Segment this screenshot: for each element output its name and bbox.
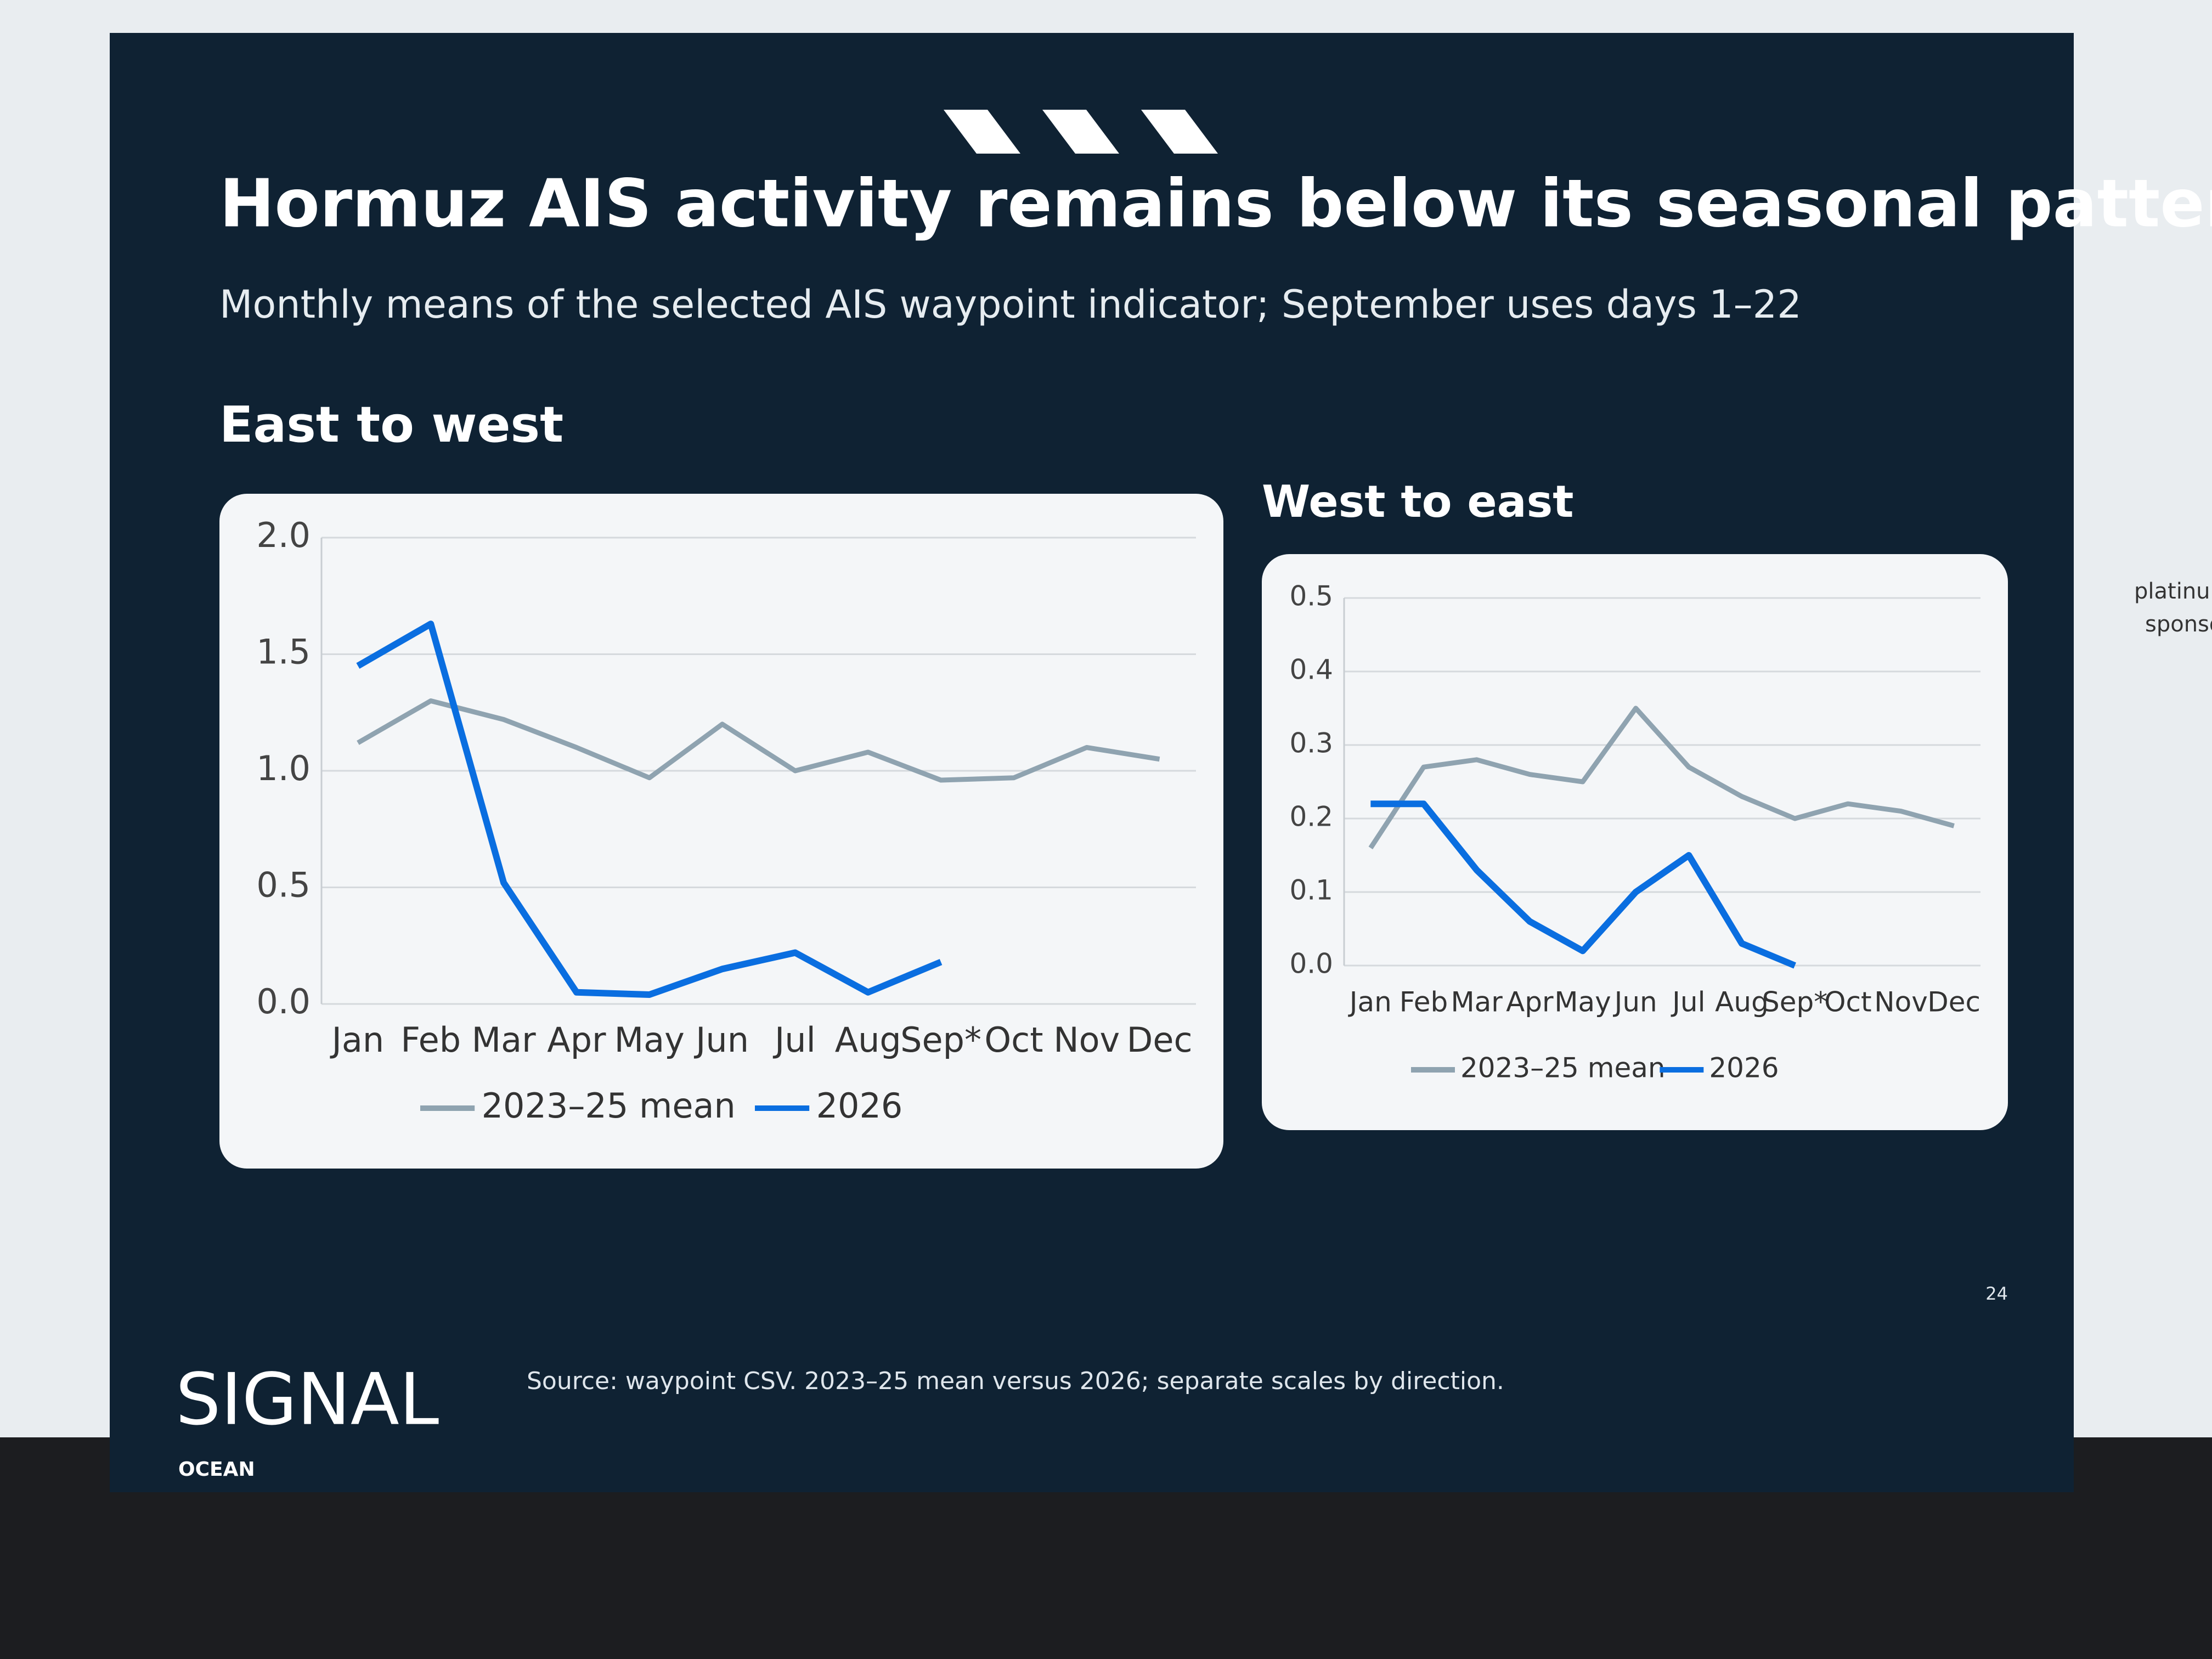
x-tick-label: Jul <box>1671 986 1705 1018</box>
legend-label: 2026 <box>1709 1052 1779 1084</box>
x-tick-label: Dec <box>1127 1020 1193 1060</box>
data-line <box>356 620 943 998</box>
x-tick-label: Mar <box>472 1020 536 1060</box>
x-tick-label: Aug <box>1715 986 1769 1018</box>
side-text: sponso <box>2145 612 2212 637</box>
x-tick-label: Apr <box>1506 986 1554 1018</box>
x-tick-label: May <box>1554 986 1611 1018</box>
y-tick-label: 0.3 <box>1289 727 1333 759</box>
y-tick-label: 0.2 <box>1289 801 1333 833</box>
deco-stripe <box>944 110 1020 154</box>
page-number: 24 <box>1985 1283 2008 1304</box>
deco-stripe <box>1042 110 1119 154</box>
x-tick-label: Dec <box>1927 986 1980 1018</box>
x-tick-label: Aug <box>835 1020 901 1060</box>
x-tick-label: Feb <box>400 1020 461 1060</box>
logo-sub: OCEAN <box>178 1458 255 1481</box>
x-tick-label: Jul <box>772 1020 816 1060</box>
chart-title: West to east <box>1262 476 1574 527</box>
chart-title: East to west <box>219 396 563 454</box>
deco-stripe <box>1141 110 1218 154</box>
y-tick-label: 0.4 <box>1289 654 1333 686</box>
side-text: platinu <box>2134 579 2210 604</box>
chart-panel <box>219 494 1223 1169</box>
x-tick-label: Jun <box>1613 986 1657 1018</box>
logo: SIGNAL <box>176 1358 439 1441</box>
x-tick-label: Sep* <box>1762 986 1827 1018</box>
legend-label: 2023–25 mean <box>482 1086 736 1126</box>
legend-label: 2026 <box>816 1086 903 1126</box>
x-tick-label: Jan <box>330 1020 385 1060</box>
slide-title: Hormuz AIS activity remains below its se… <box>219 166 2212 242</box>
x-tick-label: Oct <box>1824 986 1871 1018</box>
data-line <box>1370 800 1796 969</box>
y-tick-label: 0.0 <box>256 981 311 1022</box>
y-tick-label: 0.5 <box>1289 580 1333 612</box>
x-tick-label: Jan <box>1348 986 1392 1018</box>
x-tick-label: Feb <box>1400 986 1448 1018</box>
x-tick-label: Sep* <box>900 1020 981 1060</box>
data-line <box>1368 706 1955 850</box>
data-line <box>357 698 1160 783</box>
x-tick-label: Nov <box>1053 1020 1120 1060</box>
y-tick-label: 2.0 <box>256 515 311 555</box>
chart-panel <box>1262 554 2008 1130</box>
x-tick-label: Oct <box>984 1020 1043 1060</box>
x-tick-label: Nov <box>1874 986 1928 1018</box>
y-tick-label: 0.5 <box>256 865 311 905</box>
legend-label: 2023–25 mean <box>1460 1052 1666 1084</box>
x-tick-label: Jun <box>693 1020 749 1060</box>
source-note: Source: waypoint CSV. 2023–25 mean versu… <box>527 1367 1504 1395</box>
x-tick-label: May <box>614 1020 685 1060</box>
slide-subtitle: Monthly means of the selected AIS waypoi… <box>219 282 1802 327</box>
y-tick-label: 1.5 <box>256 632 311 672</box>
x-tick-label: Apr <box>547 1020 606 1060</box>
x-tick-label: Mar <box>1451 986 1503 1018</box>
y-tick-label: 0.1 <box>1289 874 1333 906</box>
y-tick-label: 0.0 <box>1289 948 1333 980</box>
y-tick-label: 1.0 <box>256 748 311 788</box>
